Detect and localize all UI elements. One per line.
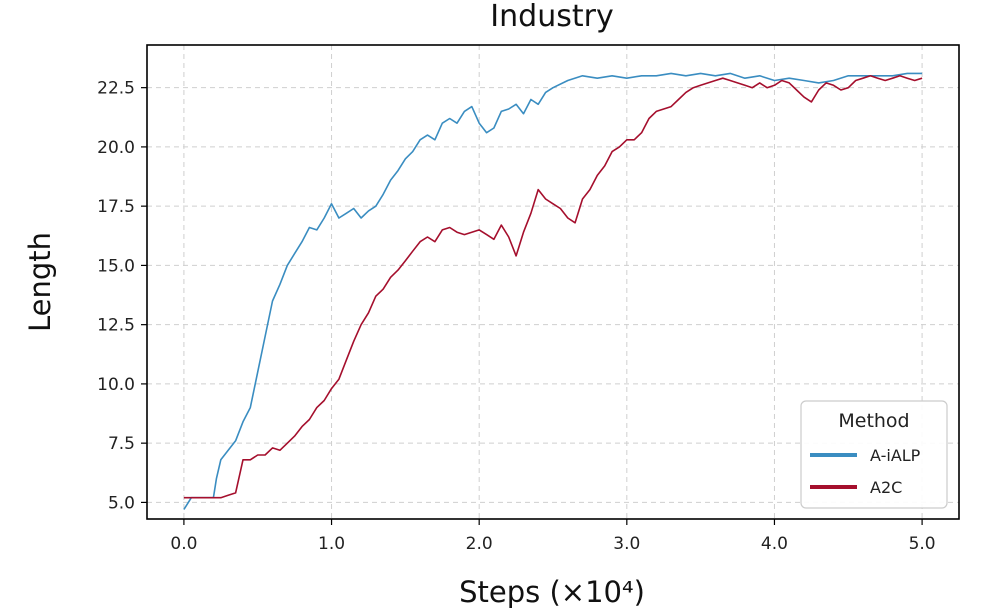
series-line-a2c [183,75,923,499]
series-line-a-ialp [183,72,923,510]
x-tick-label: 5.0 [909,534,936,554]
chart-title: Industry [490,0,613,34]
y-tick-label: 22.5 [97,79,135,99]
series-layer [183,72,923,510]
y-tick-label: 7.5 [108,434,135,454]
y-tick-label: 10.0 [97,375,135,395]
x-axis-label: Steps (×10⁴) [459,575,645,609]
x-tick-label: 0.0 [170,534,197,554]
axis-ticks: 0.0 1.0 2.0 3.0 4.0 5.0 5.0 7.5 10.0 12.5 15.0 17.5… [97,79,935,554]
legend-title: Method [838,410,909,432]
legend-label: A-iALP [870,446,921,465]
x-tick-label: 2.0 [466,534,493,554]
legend-box [800,400,948,509]
plot-frame [146,44,960,520]
y-tick-label: 12.5 [97,316,135,336]
legend: Method A-iALP A2C [800,400,948,509]
legend-entries: A-iALP A2C [810,446,921,497]
y-axis-label: Length [23,232,57,332]
y-tick-label: 17.5 [97,197,135,217]
y-tick-label: 5.0 [108,493,135,513]
x-tick-label: 3.0 [613,534,640,554]
legend-label: A2C [870,478,902,497]
x-tick-label: 1.0 [318,534,345,554]
y-tick-label: 15.0 [97,256,135,276]
x-tick-label: 4.0 [761,534,788,554]
grid [147,45,959,519]
y-tick-label: 20.0 [97,138,135,158]
